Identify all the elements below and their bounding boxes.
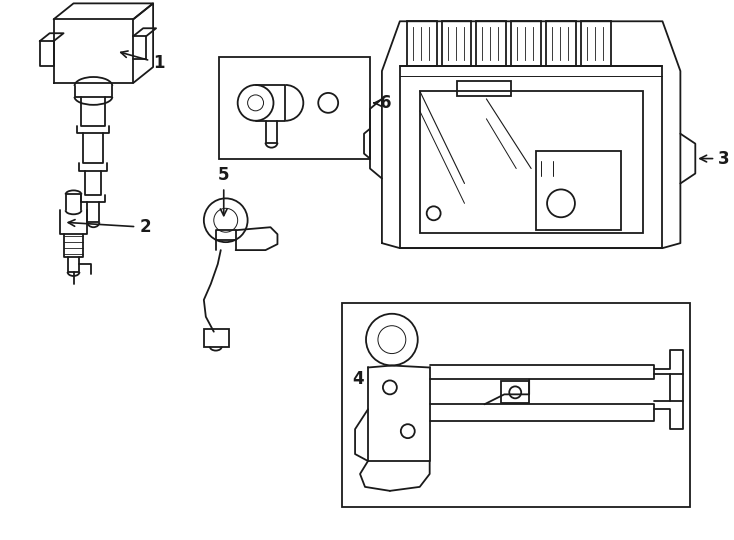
Bar [512,21,541,66]
Text: 4: 4 [352,370,364,388]
Text: 2: 2 [68,218,150,236]
Bar [581,21,611,66]
Text: 3: 3 [700,150,730,167]
Bar [407,21,437,66]
Text: 5: 5 [218,166,230,215]
Bar [442,21,471,66]
Bar [204,329,229,347]
Bar [400,66,663,248]
Bar [219,57,370,159]
Bar [342,303,691,507]
Bar [546,21,576,66]
Bar [476,21,506,66]
Text: 6: 6 [374,94,391,112]
Text: 1: 1 [121,51,164,72]
Bar [420,91,642,233]
Bar [501,381,529,403]
Bar [536,151,621,230]
Bar [457,81,512,96]
